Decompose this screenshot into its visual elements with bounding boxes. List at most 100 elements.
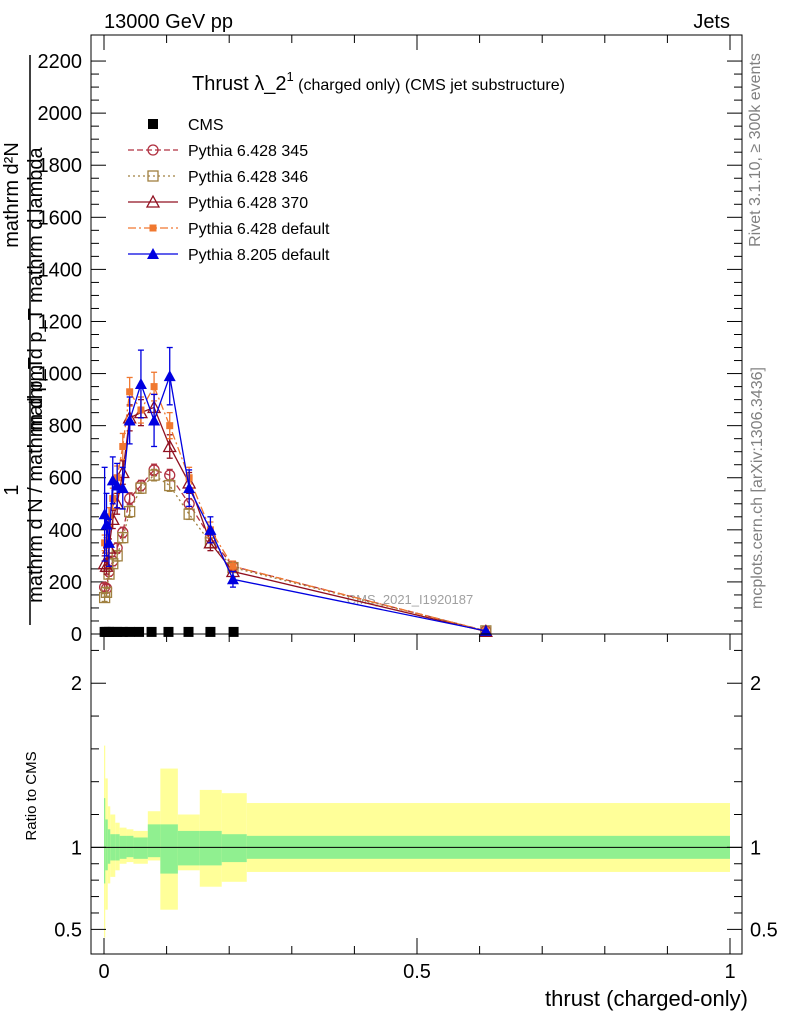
ratio-band-inner <box>126 835 134 858</box>
plot-title-main: Thrust λ_2 <box>192 73 286 95</box>
data-point-p6def <box>119 442 127 450</box>
data-point-p8def <box>98 508 111 520</box>
data-point-p6def <box>166 422 174 430</box>
ratio-panel: 0.5 0.5 1 1 2 2 0 0.5 1 Ratio to CMS thrust (cha… <box>23 633 778 1011</box>
data-point-p346 <box>111 550 123 562</box>
y-tick-label: 0 <box>71 624 82 646</box>
ratio-y-tick-label-left: 1 <box>71 837 82 859</box>
series-cms <box>99 626 239 637</box>
data-point-p8def <box>123 414 136 426</box>
x-tick-label: 0 <box>98 961 109 983</box>
legend-label-p6def: Pythia 6.428 default <box>188 221 330 238</box>
legend: CMS Pythia 6.428 345 Pythia 6.428 346 Pythi… <box>128 117 330 264</box>
ratio-band-inner <box>105 819 108 871</box>
rivet-label: Rivet 3.1.10, ≥ 300k events <box>747 53 764 247</box>
y-tick-label: 1000 <box>38 364 83 386</box>
plot-title-sup: 1 <box>286 69 293 84</box>
data-point-cms <box>124 626 135 637</box>
data-point-p8def <box>479 624 492 636</box>
legend-label-p8def: Pythia 8.205 default <box>188 247 330 264</box>
series-p345 <box>98 463 492 637</box>
y-tick-label: 400 <box>49 520 82 542</box>
main-y-ticks: 0 200 400 600 800 1000 1200 1400 1600 1800 2000 220… <box>38 35 742 646</box>
data-point-p8def <box>116 482 129 494</box>
ylabel-numerator: mathrm d²N <box>1 142 23 248</box>
data-point-p6def <box>229 562 237 570</box>
data-point-cms <box>146 626 157 637</box>
y-tick-label: 1600 <box>38 207 83 229</box>
ylabel-one: 1 <box>1 484 23 495</box>
y-tick-label: 2000 <box>38 103 83 125</box>
process-label: Jets <box>693 11 730 33</box>
series-p8def <box>98 346 492 636</box>
legend-label-cms: CMS <box>188 117 224 134</box>
ratio-y-tick-label-left: 0.5 <box>54 919 82 941</box>
ratio-band-inner <box>221 834 247 863</box>
x-axis-label: thrust (charged-only) <box>545 986 748 1011</box>
ratio-band-inner <box>177 830 200 866</box>
ratio-band-inner <box>199 830 222 866</box>
legend-marker-p370 <box>145 194 161 208</box>
ylabel-dn-dpt: mathrm d N / mathrm d p_T <box>25 357 47 603</box>
data-point-p8def <box>226 573 239 585</box>
y-tick-label: 1800 <box>38 155 83 177</box>
legend-marker-p345 <box>147 144 159 156</box>
ratio-y-tick-label-left: 2 <box>71 673 82 695</box>
data-point-cms <box>117 626 128 637</box>
data-point-p8def <box>134 377 147 389</box>
legend-marker-p6def <box>149 224 157 232</box>
legend-label-p370: Pythia 6.428 370 <box>188 195 308 212</box>
ratio-band-inner <box>160 824 178 874</box>
data-point-p8def <box>148 414 161 426</box>
legend-marker-cms <box>148 119 158 129</box>
data-point-p346 <box>124 505 136 518</box>
y-tick-label: 2200 <box>38 51 83 73</box>
ratio-ylabel: Ratio to CMS <box>23 751 40 840</box>
series-line-p346 <box>104 474 487 632</box>
data-point-p8def <box>103 536 116 548</box>
data-point-p345 <box>124 492 136 505</box>
ratio-frame <box>90 633 743 955</box>
plot-title-rest: (charged only) (CMS jet substructure) <box>294 77 565 94</box>
ratio-bands <box>104 745 730 938</box>
analysis-watermark: CMS_2021_I1920187 <box>347 592 474 607</box>
data-point-cms <box>163 626 174 637</box>
ratio-ticks: 0.5 0.5 1 1 2 2 0 0.5 1 <box>54 634 778 983</box>
ratio-band-inner <box>104 798 106 884</box>
y-tick-label: 200 <box>49 572 82 594</box>
mcplots-label: mcplots.cern.ch [arXiv:1306.3436] <box>749 367 766 609</box>
x-tick-label: 1 <box>724 961 735 983</box>
data-point-p370 <box>162 439 177 453</box>
series-p346 <box>98 468 492 637</box>
y-tick-label: 800 <box>49 416 82 438</box>
data-point-cms <box>228 626 239 637</box>
energy-label: 13000 GeV pp <box>104 11 233 33</box>
y-tick-label: 1200 <box>38 311 83 333</box>
legend-label-p346: Pythia 6.428 346 <box>188 169 308 186</box>
data-point-p346 <box>135 482 147 494</box>
y-tick-label: 600 <box>49 468 82 490</box>
data-point-p8def <box>163 370 176 382</box>
ratio-y-tick-label-right: 1 <box>750 837 761 859</box>
legend-marker-p8def <box>147 248 159 259</box>
data-point-p346 <box>100 586 113 598</box>
data-point-p6def <box>150 383 158 391</box>
y-tick-label: 1400 <box>38 259 83 281</box>
ratio-y-tick-label-right: 2 <box>750 673 761 695</box>
data-point-p8def <box>183 482 196 494</box>
ratio-band-inner <box>147 824 161 858</box>
data-point-p346 <box>183 508 195 520</box>
data-point-p8def <box>204 523 217 535</box>
data-point-cms <box>112 626 123 637</box>
data-point-cms <box>205 626 216 637</box>
ratio-band-inner <box>133 837 148 859</box>
legend-label-p345: Pythia 6.428 345 <box>188 143 308 160</box>
legend-marker-p346 <box>147 170 159 182</box>
data-point-p346 <box>164 479 176 492</box>
data-point-cms <box>134 626 145 637</box>
main-panel: 0 200 400 600 800 1000 1200 1400 1600 1800 2000 220… <box>1 34 743 646</box>
ratio-band-inner <box>107 829 111 864</box>
data-point-p346 <box>148 469 160 481</box>
ratio-y-tick-label-right: 0.5 <box>750 919 778 941</box>
